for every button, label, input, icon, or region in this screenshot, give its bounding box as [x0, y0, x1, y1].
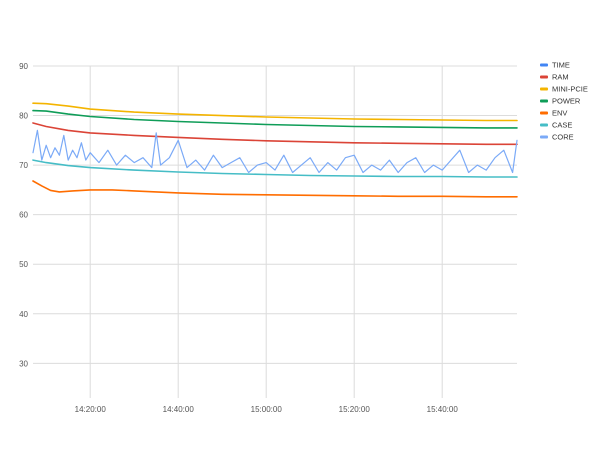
y-tick-label: 40 [19, 310, 28, 319]
y-tick-label: 80 [19, 112, 28, 121]
legend-item-ram[interactable]: RAM [540, 73, 569, 82]
y-tick-label: 60 [19, 211, 28, 220]
series-line-mini-pcie [32, 102, 518, 122]
y-tick-label: 50 [19, 260, 28, 269]
series-lines [32, 102, 518, 198]
legend-label: ENV [552, 109, 567, 118]
legend-label: MINI-PCIE [552, 85, 588, 94]
legend-label: CORE [552, 133, 574, 142]
legend-swatch [540, 99, 548, 103]
series-line-ram [32, 122, 518, 146]
series-line-core [32, 129, 518, 174]
legend-item-mini-pcie[interactable]: MINI-PCIE [540, 85, 588, 94]
y-tick-label: 30 [19, 359, 28, 368]
x-tick-label: 15:40:00 [427, 405, 459, 414]
x-axis-ticks: 14:20:00 14:40:00 15:00:00 15:20:00 15:40:00 [75, 405, 459, 414]
legend-swatch [540, 87, 548, 91]
series-line-power [32, 109, 518, 129]
legend-item-env[interactable]: ENV [540, 109, 567, 118]
legend-swatch [540, 111, 548, 115]
legend-label: CASE [552, 121, 572, 130]
x-tick-label: 15:20:00 [339, 405, 371, 414]
series-line-env [32, 180, 518, 198]
legend-item-power[interactable]: POWER [540, 97, 581, 106]
legend-label: TIME [552, 61, 570, 70]
legend-swatch [540, 135, 548, 139]
legend-label: POWER [552, 97, 581, 106]
x-tick-label: 14:20:00 [75, 405, 107, 414]
y-tick-label: 90 [19, 62, 28, 71]
legend-swatch [540, 75, 548, 79]
y-axis-ticks: 30 40 50 60 70 80 90 [19, 62, 28, 368]
y-tick-label: 70 [19, 161, 28, 170]
legend: TIME RAM MINI-PCIE POWER ENV CASE CORE [540, 61, 588, 142]
x-tick-label: 15:00:00 [251, 405, 283, 414]
legend-item-case[interactable]: CASE [540, 121, 572, 130]
legend-item-time[interactable]: TIME [540, 61, 570, 70]
legend-swatch [540, 63, 548, 67]
x-tick-label: 14:40:00 [163, 405, 195, 414]
legend-label: RAM [552, 73, 569, 82]
legend-item-core[interactable]: CORE [540, 133, 574, 142]
series-line-case [32, 159, 518, 178]
legend-swatch [540, 123, 548, 127]
grid [33, 65, 517, 398]
